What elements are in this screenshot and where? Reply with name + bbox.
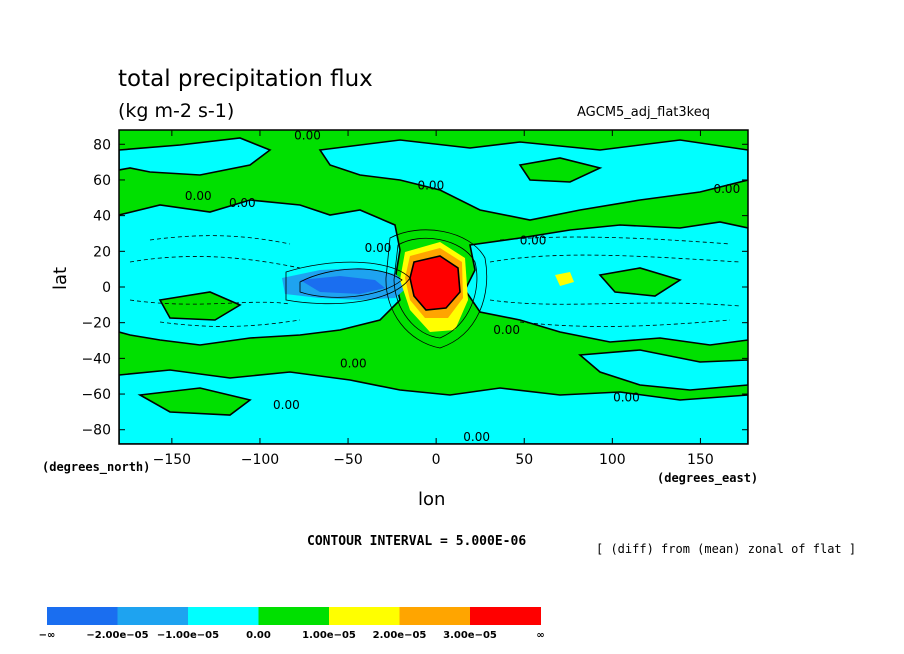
y-tick-label: 60 — [93, 173, 111, 189]
y-tick-label: 0 — [102, 280, 111, 296]
dataset-label: AGCM5_adj_flat3keq — [577, 105, 710, 120]
y-tick-label: −80 — [81, 423, 111, 439]
contour-label: 0.00 — [273, 398, 300, 412]
y-tick-label: 80 — [93, 137, 111, 153]
x-tick-label: −50 — [333, 452, 363, 468]
legend-label: 2.00e−05 — [373, 630, 427, 641]
legend-label: 1.00e−05 — [302, 630, 356, 641]
x-tick-label: 0 — [432, 452, 441, 468]
legend-swatch — [117, 607, 189, 625]
legend-swatch — [258, 607, 330, 625]
chart-units: (kg m-2 s-1) — [118, 100, 235, 122]
contour-label: 0.00 — [613, 391, 640, 405]
contour-label: 0.00 — [365, 241, 392, 255]
y-tick-label: 40 — [93, 209, 111, 225]
x-axis-units: (degrees_east) — [657, 471, 759, 485]
legend-swatch — [188, 607, 259, 625]
legend-label: −2.00e−05 — [86, 630, 148, 641]
legend-label: ∞ — [536, 630, 544, 641]
x-tick-label: −100 — [241, 452, 279, 468]
x-axis: −150 −100 −50 0 50 100 150 — [153, 130, 714, 468]
x-axis-label: lon — [418, 489, 446, 510]
color-legend: −∞ −2.00e−05 −1.00e−05 0.00 1.00e−05 2.00e−05… — [39, 607, 545, 641]
legend-swatch — [399, 607, 471, 625]
comparison-note: [ (diff) from (mean) zonal of flat ] — [596, 542, 857, 556]
precip-field — [119, 130, 748, 444]
chart-title: total precipitation flux — [118, 66, 373, 92]
y-tick-label: −40 — [81, 351, 111, 367]
legend-label: −1.00e−05 — [157, 630, 219, 641]
contour-labels: 0.00 0.00 0.00 0.00 0.00 0.00 0.00 0.00 0.00 0.00… — [185, 128, 740, 444]
x-tick-label: 50 — [515, 452, 533, 468]
contour-label: 0.00 — [493, 323, 520, 337]
y-tick-label: −60 — [81, 387, 111, 403]
legend-label: 3.00e−05 — [443, 630, 497, 641]
contour-label: 0.00 — [340, 357, 367, 371]
y-tick-label: 20 — [93, 244, 111, 260]
legend-swatch — [329, 607, 400, 625]
contour-interval: CONTOUR INTERVAL = 5.000E-06 — [307, 534, 527, 549]
legend-label: 0.00 — [246, 630, 271, 641]
contour-label: 0.00 — [713, 182, 740, 196]
y-tick-label: −20 — [81, 316, 111, 332]
legend-swatch — [47, 607, 118, 625]
y-axis-label: lat — [50, 266, 71, 290]
legend-swatch — [470, 607, 541, 625]
contour-label: 0.00 — [229, 196, 256, 210]
contour-label: 0.00 — [463, 430, 490, 444]
y-axis-units: (degrees_north) — [42, 460, 151, 474]
x-tick-label: −150 — [153, 452, 191, 468]
legend-label: −∞ — [39, 630, 56, 641]
x-tick-label: 150 — [687, 452, 714, 468]
y-axis: 80 60 40 20 0 −20 −40 −60 −80 — [81, 137, 748, 439]
contour-label: 0.00 — [520, 234, 547, 248]
contour-label: 0.00 — [294, 128, 321, 142]
contour-label: 0.00 — [185, 189, 212, 203]
contour-label: 0.00 — [417, 178, 444, 192]
x-tick-label: 100 — [599, 452, 626, 468]
